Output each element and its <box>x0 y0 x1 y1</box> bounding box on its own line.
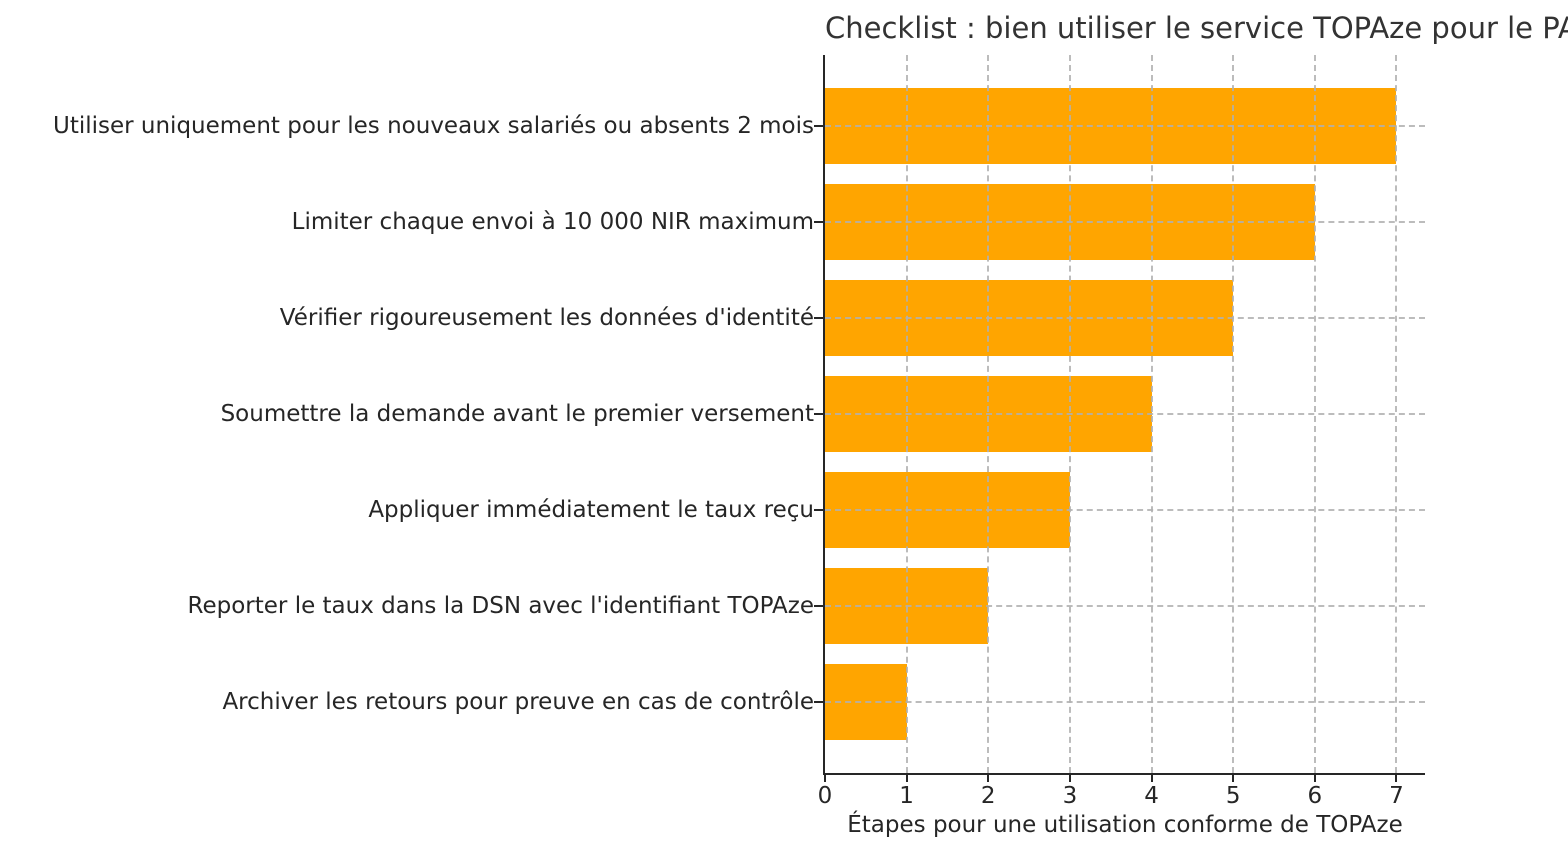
x-tick-label: 4 <box>1144 783 1159 809</box>
x-axis-label: Étapes pour une utilisation conforme de … <box>847 812 1403 838</box>
x-tick-label: 5 <box>1225 783 1241 809</box>
category-label: Vérifier rigoureusement les données d'id… <box>279 305 814 331</box>
gridline-vertical <box>1232 55 1235 773</box>
x-tick-label: 2 <box>980 783 996 809</box>
gridline-vertical <box>1068 55 1071 773</box>
y-tick-mark <box>814 700 823 703</box>
y-tick-mark <box>814 317 823 319</box>
plot-area <box>823 55 1425 775</box>
gridline-horizontal <box>825 604 1425 607</box>
y-tick-mark <box>814 125 823 128</box>
category-label: Utiliser uniquement pour les nouveaux sa… <box>52 113 814 140</box>
gridline-horizontal <box>825 317 1425 319</box>
y-tick-mark <box>814 604 823 607</box>
y-tick-mark <box>814 413 823 415</box>
gridline-horizontal <box>825 125 1425 128</box>
x-tick-mark <box>1395 773 1398 782</box>
chart-title: Checklist : bien utiliser le service TOP… <box>825 11 1568 45</box>
x-tick-mark <box>1313 773 1316 782</box>
gridline-vertical <box>1313 55 1316 773</box>
category-label: Limiter chaque envoi à 10 000 NIR maximu… <box>291 209 814 236</box>
x-tick-label: 3 <box>1062 783 1078 809</box>
category-label: Reporter le taux dans la DSN avec l'iden… <box>187 592 814 619</box>
gridline-horizontal <box>825 413 1425 415</box>
gridline-horizontal <box>825 508 1425 511</box>
x-tick-mark <box>1232 773 1235 782</box>
x-tick-mark <box>824 773 826 782</box>
x-tick-label: 7 <box>1389 783 1404 809</box>
x-tick-mark <box>987 773 990 782</box>
category-label: Appliquer immédiatement le taux reçu <box>368 496 814 523</box>
y-tick-mark <box>814 221 823 224</box>
gridline-vertical <box>1150 55 1153 773</box>
y-tick-mark <box>814 508 823 511</box>
gridline-horizontal <box>825 700 1425 703</box>
x-tick-mark <box>1068 773 1071 782</box>
x-tick-mark <box>905 773 908 782</box>
gridline-horizontal <box>825 221 1425 224</box>
category-label: Archiver les retours pour preuve en cas … <box>222 688 814 715</box>
x-tick-label: 6 <box>1307 783 1323 809</box>
gridline-vertical <box>1395 55 1398 773</box>
x-tick-label: 0 <box>817 783 833 809</box>
x-tick-label: 1 <box>899 783 914 809</box>
gridline-vertical <box>987 55 990 773</box>
category-label: Soumettre la demande avant le premier ve… <box>220 401 814 427</box>
gridline-vertical <box>905 55 908 773</box>
x-tick-mark <box>1150 773 1153 782</box>
